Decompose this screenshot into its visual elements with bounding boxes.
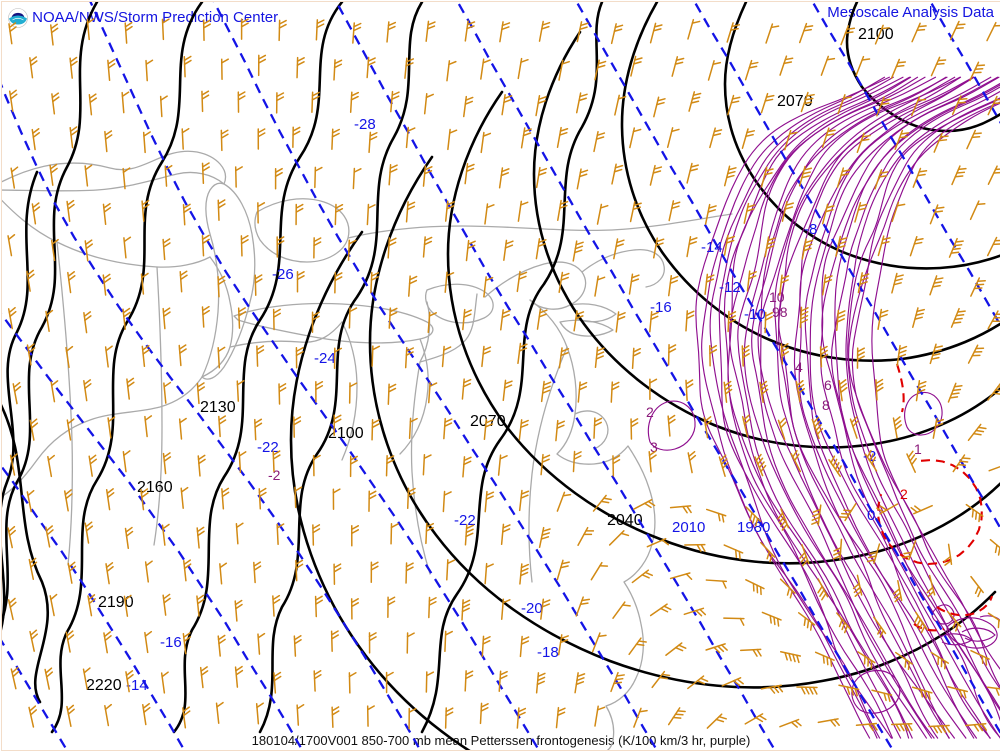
svg-text:-14: -14 [701, 239, 723, 256]
svg-text:-10: -10 [744, 306, 766, 323]
svg-text:-24: -24 [314, 350, 336, 367]
svg-text:-16: -16 [160, 634, 182, 651]
svg-text:6: 6 [824, 377, 832, 393]
svg-text:2220: 2220 [86, 677, 122, 694]
svg-text:-26: -26 [348, 2, 370, 6]
svg-text:4: 4 [795, 359, 803, 375]
svg-text:-16: -16 [650, 299, 672, 316]
svg-text:2130: 2130 [200, 399, 236, 416]
svg-text:-20: -20 [521, 600, 543, 617]
svg-text:10: 10 [769, 289, 785, 305]
svg-text:2010: 2010 [672, 519, 705, 536]
svg-text:8: 8 [822, 397, 830, 413]
svg-text:-2: -2 [863, 448, 876, 465]
svg-text:98: 98 [772, 304, 788, 320]
svg-text:-12: -12 [719, 279, 741, 296]
svg-text:2: 2 [646, 404, 654, 420]
svg-text:2: 2 [900, 486, 908, 502]
svg-text:-28: -28 [354, 116, 376, 133]
svg-text:1: 1 [914, 441, 922, 457]
svg-text:-8: -8 [804, 221, 817, 238]
svg-text:-26: -26 [272, 266, 294, 283]
svg-text:-18: -18 [537, 644, 559, 661]
svg-text:2040: 2040 [607, 512, 643, 529]
